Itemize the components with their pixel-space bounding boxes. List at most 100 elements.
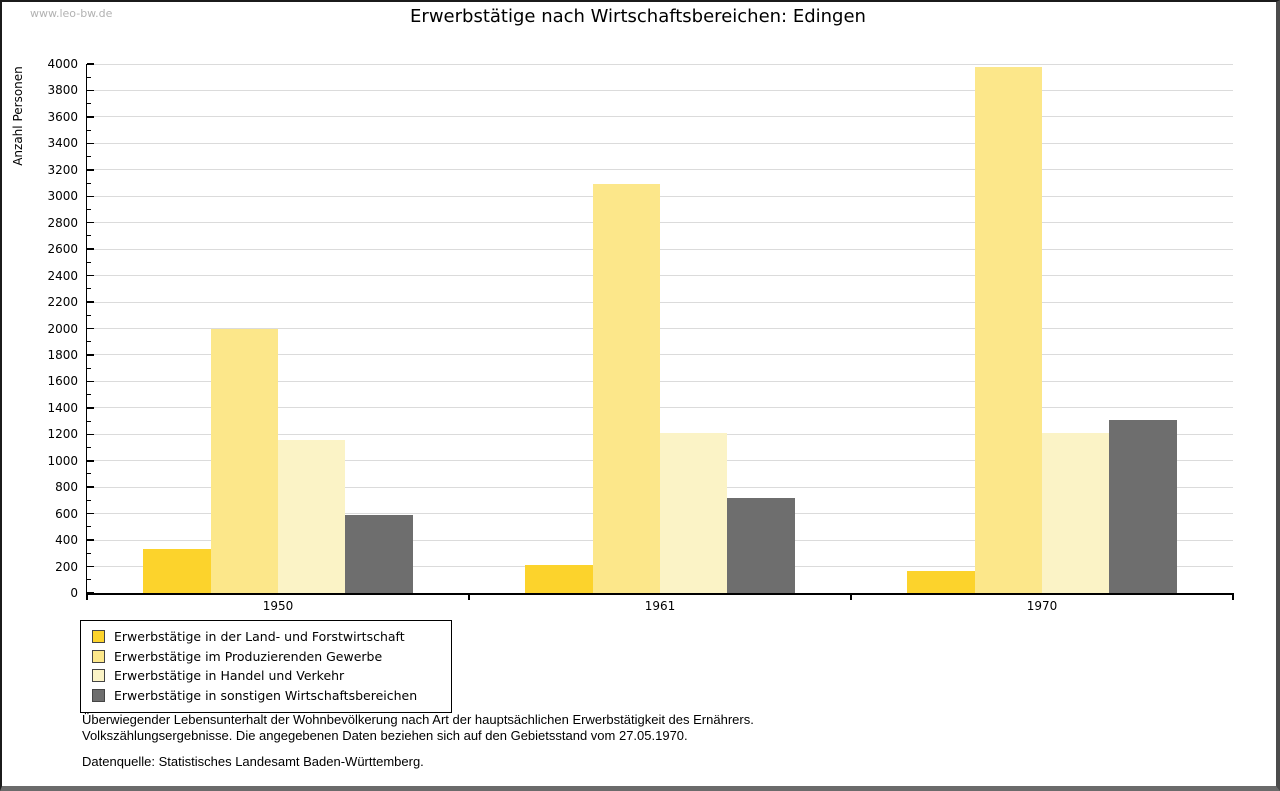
y-tick-major: [87, 407, 94, 409]
y-tick-label: 600: [55, 506, 78, 521]
y-tick-label: 400: [55, 533, 78, 548]
y-tick-major: [87, 539, 94, 541]
y-tick-label: 2600: [47, 242, 78, 257]
y-tick-minor: [87, 156, 91, 158]
y-tick-label: 1000: [47, 453, 78, 468]
y-tick-major: [87, 248, 94, 250]
y-tick-label: 2400: [47, 268, 78, 283]
y-tick-minor: [87, 288, 91, 290]
y-tick-label: 200: [55, 559, 78, 574]
legend-swatch-series1: [92, 630, 105, 644]
data-source: Datenquelle: Statistisches Landesamt Bad…: [82, 754, 424, 769]
x-tick: [86, 595, 88, 600]
legend-swatch-series3: [92, 669, 105, 683]
gridline: [88, 169, 1233, 171]
y-tick-label: 1600: [47, 374, 78, 389]
bar-1950-series2: [210, 328, 278, 593]
y-tick-label: 2200: [47, 295, 78, 310]
y-tick-major: [87, 89, 94, 92]
x-category-label: 1950: [262, 599, 294, 613]
y-tick-major: [87, 486, 94, 488]
bar-1970-series1: [907, 570, 975, 593]
y-tick-major: [87, 169, 94, 171]
bar-1961-series1: [525, 565, 593, 593]
y-tick-label: 3000: [47, 189, 78, 204]
x-tick: [850, 595, 852, 600]
y-tick-minor: [87, 314, 91, 316]
y-tick-major: [87, 274, 94, 277]
y-tick-major: [87, 301, 94, 303]
y-tick-major: [87, 221, 94, 224]
y-tick-minor: [87, 552, 91, 554]
bar-1961-series2: [592, 184, 660, 593]
y-tick-minor: [87, 182, 91, 184]
legend-item: Erwerbstätige in der Land- und Forstwirt…: [92, 627, 441, 647]
y-tick-major: [87, 327, 94, 330]
y-tick-minor: [87, 473, 91, 475]
legend-label: Erwerbstätige in Handel und Verkehr: [114, 668, 345, 684]
gridline: [88, 328, 1233, 329]
y-tick-minor: [87, 499, 91, 501]
footer-notes: Überwiegender Lebensunterhalt der Wohnbe…: [82, 712, 1182, 770]
bar-1970-series2: [974, 66, 1042, 593]
legend-item: Erwerbstätige in Handel und Verkehr: [92, 666, 441, 686]
y-tick-label: 1400: [47, 400, 78, 415]
x-tick: [468, 595, 470, 600]
y-tick-minor: [87, 367, 91, 369]
y-tick-minor: [87, 129, 91, 131]
y-tick-major: [87, 116, 94, 118]
x-category-label: 1961: [644, 599, 676, 613]
gridline: [88, 354, 1233, 356]
y-tick-label: 1800: [47, 347, 78, 362]
gridline: [88, 407, 1233, 409]
x-category-label: 1970: [1026, 599, 1058, 613]
gridline: [88, 116, 1233, 118]
y-tick-label: 3800: [47, 83, 78, 98]
bar-1970-series4: [1109, 419, 1177, 593]
y-tick-minor: [87, 261, 91, 263]
footer-note-line1: Überwiegender Lebensunterhalt der Wohnbe…: [82, 712, 754, 727]
gridline: [88, 89, 1233, 91]
bar-1950-series1: [143, 549, 211, 593]
legend-label: Erwerbstätige im Produzierenden Gewerbe: [114, 648, 383, 664]
y-tick-minor: [87, 208, 91, 210]
y-tick-label: 4000: [47, 57, 78, 71]
y-tick-label: 2800: [47, 215, 78, 230]
gridline: [88, 301, 1233, 303]
gridline: [88, 63, 1233, 65]
legend-label: Erwerbstätige in der Land- und Forstwirt…: [114, 629, 405, 645]
legend-item: Erwerbstätige in sonstigen Wirtschaftsbe…: [92, 686, 441, 706]
gridline: [88, 275, 1233, 277]
y-tick-major: [87, 460, 94, 462]
y-tick-major: [87, 380, 94, 383]
y-tick-major: [87, 195, 94, 197]
footer-note-line2: Volkszählungsergebnisse. Die angegebenen…: [82, 728, 688, 743]
legend-item: Erwerbstätige im Produzierenden Gewerbe: [92, 647, 441, 667]
gridline: [88, 222, 1233, 224]
chart-title: Erwerbstätige nach Wirtschaftsbereichen:…: [410, 6, 866, 27]
gridline: [88, 248, 1233, 250]
y-axis-line: [85, 64, 87, 595]
y-tick-major: [87, 592, 94, 594]
y-tick-minor: [87, 579, 91, 581]
y-tick-label: 0: [70, 586, 78, 600]
y-tick-label: 3600: [47, 109, 78, 124]
y-tick-minor: [87, 420, 91, 422]
x-tick: [1232, 595, 1234, 600]
legend-box: Erwerbstätige in der Land- und Forstwirt…: [80, 620, 452, 713]
y-tick-major: [87, 565, 94, 568]
watermark-leo-bw: www.leo-bw.de: [30, 7, 113, 20]
gridline: [88, 380, 1233, 382]
y-tick-label: 800: [55, 480, 78, 495]
y-tick-major: [87, 512, 94, 515]
y-tick-minor: [87, 394, 91, 396]
gridline: [88, 142, 1233, 144]
y-tick-major: [87, 433, 94, 436]
y-tick-major: [87, 63, 94, 65]
y-tick-major: [87, 354, 94, 356]
y-tick-minor: [87, 447, 91, 449]
y-tick-minor: [87, 341, 91, 343]
bar-1961-series3: [660, 432, 728, 593]
